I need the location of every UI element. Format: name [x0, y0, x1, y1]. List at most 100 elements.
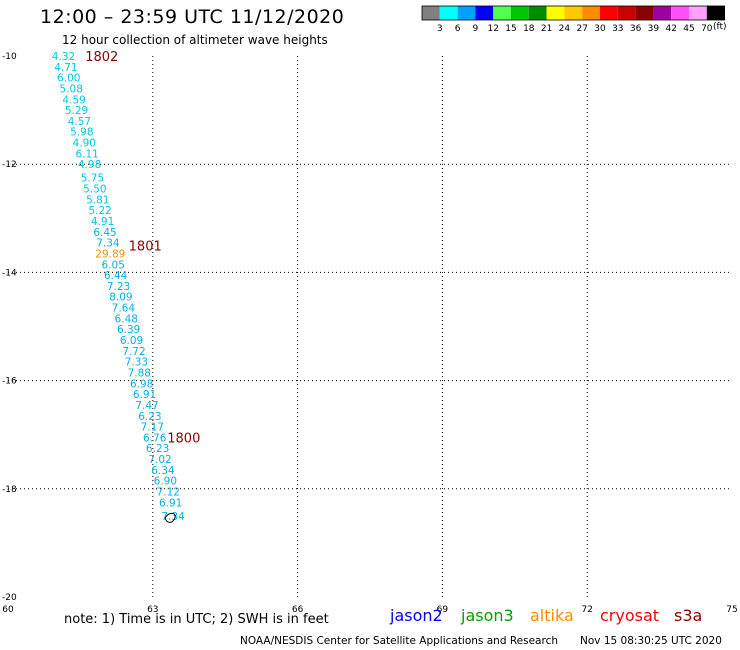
- color-scale: 3 6 9 12 15 18 21 24 27 30 33 36 39 42 45 70: [421, 5, 726, 34]
- data-point-label: 5.98: [70, 127, 93, 139]
- data-point-label: 6.34: [151, 465, 175, 477]
- data-point-label: 5.22: [88, 205, 111, 217]
- data-point-label: 7.34: [161, 511, 185, 523]
- data-point-label: 6.23: [138, 411, 161, 423]
- color-swatch: [511, 6, 529, 20]
- island-outline: [164, 512, 176, 523]
- data-point-label: 6.98: [130, 378, 153, 390]
- color-swatch: [475, 6, 494, 20]
- data-point-label: 7.33: [125, 357, 148, 369]
- chart-subtitle: 12 hour collection of altimeter wave hei…: [62, 33, 328, 47]
- data-point-label: 5.50: [83, 184, 106, 196]
- y-tick-label: -10: [2, 52, 17, 62]
- data-point-label: 7.88: [128, 367, 151, 379]
- data-point-label: 5.08: [60, 83, 83, 95]
- y-tick-label: -14: [2, 268, 17, 278]
- color-swatch: [635, 6, 654, 20]
- data-point-label: 7.23: [107, 281, 130, 293]
- color-scale-label: 42: [665, 24, 676, 34]
- color-swatch: [653, 6, 672, 20]
- data-points: 4.324.716.005.084.595.294.575.984.906.11…: [52, 51, 185, 523]
- color-swatch: [582, 6, 600, 20]
- data-point-label: 5.75: [81, 173, 104, 185]
- track-labels: 1802 1801 1800: [85, 50, 200, 446]
- color-swatch: [546, 6, 565, 20]
- track-number: 1800: [167, 431, 200, 446]
- color-swatch: [457, 6, 476, 20]
- data-point-label: 6.39: [117, 324, 140, 336]
- color-scale-label: 30: [594, 24, 606, 34]
- data-point-label: 7.72: [122, 346, 145, 358]
- color-scale-label: 33: [612, 24, 623, 34]
- color-swatch: [564, 6, 583, 20]
- color-swatch: [528, 6, 547, 20]
- x-tick-label: 69: [437, 605, 449, 615]
- color-scale-label: 15: [505, 24, 516, 34]
- color-scale-frame: [421, 5, 726, 21]
- track-number: 1801: [129, 239, 162, 254]
- track-number: 1802: [85, 50, 118, 65]
- data-point-label: 4.91: [91, 216, 114, 228]
- data-point-label: 7.12: [157, 487, 180, 499]
- island-marker: [164, 512, 176, 523]
- legend-s3a: s3a: [674, 606, 703, 625]
- x-tick-label: 63: [147, 605, 158, 615]
- data-point-label: 6.09: [120, 335, 143, 347]
- data-point-label: 5.81: [86, 194, 109, 206]
- data-point-label: 4.57: [68, 116, 91, 128]
- data-point-label: 4.71: [54, 62, 77, 74]
- credit-text: NOAA/NESDIS Center for Satellite Applica…: [240, 635, 558, 647]
- color-swatch: [439, 6, 458, 20]
- color-scale-label: 21: [541, 24, 552, 34]
- legend-altika: altika: [530, 606, 574, 625]
- y-tick-label: -18: [2, 485, 17, 495]
- data-point-label: 8.09: [109, 292, 132, 304]
- color-scale-label: 27: [576, 24, 587, 34]
- color-scale-label: 36: [630, 24, 642, 34]
- x-tick-label: 66: [292, 605, 304, 615]
- color-swatch: [617, 6, 636, 20]
- color-scale-label: 12: [487, 24, 498, 34]
- color-scale-label: 6: [455, 24, 461, 34]
- data-point-label: 29.89: [95, 248, 125, 260]
- data-point-label: 4.32: [52, 51, 75, 63]
- chart-title: 12:00 – 23:59 UTC 11/12/2020: [40, 6, 345, 28]
- data-point-label: 7.02: [148, 454, 171, 466]
- color-scale-label: 39: [648, 24, 660, 34]
- data-point-label: 6.76: [143, 432, 167, 444]
- color-swatch: [706, 6, 725, 20]
- data-point-label: 7.17: [141, 422, 164, 434]
- data-point-label: 6.90: [154, 476, 177, 488]
- legend-jason3: jason3: [461, 606, 514, 625]
- x-tick-label: 72: [581, 605, 592, 615]
- x-tick-label: 60: [2, 605, 14, 615]
- grid: [8, 56, 732, 597]
- data-point-label: 7.47: [135, 400, 158, 412]
- color-scale-label: 9: [473, 24, 479, 34]
- x-tick-label: 75: [726, 605, 737, 615]
- data-point-label: 4.90: [73, 138, 96, 150]
- color-swatch: [422, 6, 440, 20]
- color-scale-label: 18: [523, 24, 535, 34]
- data-point-label: 6.00: [57, 73, 80, 85]
- data-point-label: 5.29: [65, 105, 88, 117]
- axis-ticks: 60 63 66 69 72 75 -10 -12 -14 -16 -18 -20: [2, 52, 738, 615]
- color-scale-label: 24: [559, 24, 571, 34]
- y-tick-label: -16: [2, 377, 17, 387]
- data-point-label: 6.05: [102, 259, 125, 271]
- legend-cryosat: cryosat: [600, 606, 660, 625]
- scale-unit: (ft): [713, 22, 727, 32]
- data-point-label: 6.23: [146, 443, 169, 455]
- data-point-label: 6.44: [104, 270, 128, 282]
- data-point-label: 6.45: [93, 227, 116, 239]
- color-swatch: [600, 6, 618, 20]
- color-scale-label: 70: [701, 24, 713, 34]
- data-point-label: 7.34: [96, 238, 120, 250]
- legend-jason2: jason2: [390, 606, 443, 625]
- data-point-label: 6.48: [115, 313, 138, 325]
- data-point-label: 6.91: [159, 497, 182, 509]
- timestamp: Nov 15 08:30:25 UTC 2020: [580, 635, 722, 647]
- y-tick-label: -20: [2, 593, 17, 603]
- note-text: note: 1) Time is in UTC; 2) SWH is in fe…: [64, 612, 329, 627]
